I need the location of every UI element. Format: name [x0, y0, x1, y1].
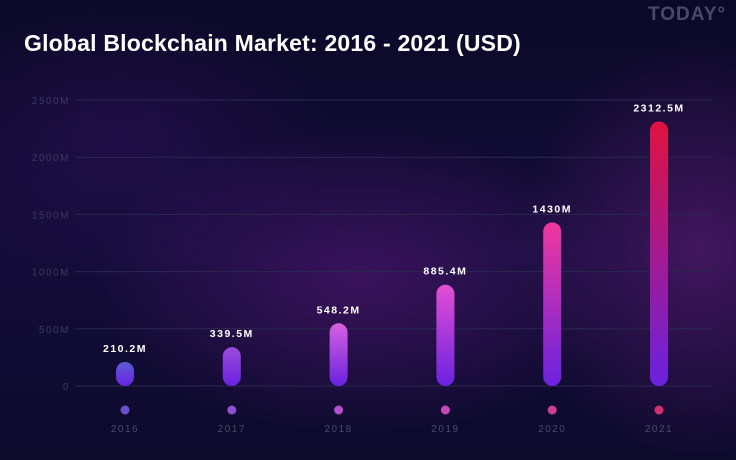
- y-tick-label: 1500M: [32, 210, 70, 221]
- x-tick-label-2017: 2017: [218, 424, 246, 435]
- y-tick-label: 2000M: [32, 153, 70, 164]
- bar-2017: [222, 347, 241, 386]
- x-tick-label-2019: 2019: [431, 424, 459, 435]
- x-tick-label-2021: 2021: [645, 424, 673, 435]
- y-tick-label: 1000M: [32, 268, 70, 279]
- y-tick-label: 500M: [39, 325, 70, 336]
- category-dot-2017: [227, 405, 237, 415]
- data-label-2021: 2312.5M: [633, 102, 684, 114]
- y-axis: 0 500M 1000M 1500M 2000M 2500M: [32, 96, 70, 393]
- x-tick-label-2020: 2020: [538, 424, 566, 435]
- category-dot-2020: [547, 405, 557, 415]
- category-dot-2018: [334, 405, 344, 415]
- bar-2020: [543, 222, 562, 386]
- data-label-2019: 885.4M: [423, 266, 467, 278]
- x-tick-label-2018: 2018: [324, 424, 352, 435]
- category-dot-2019: [440, 405, 450, 415]
- data-label-2016: 210.2M: [103, 343, 147, 355]
- category-dots: [120, 405, 664, 415]
- brand-logo: TODAY°: [647, 4, 726, 25]
- data-label-2017: 339.5M: [210, 328, 254, 340]
- data-label-2020: 1430M: [532, 203, 572, 215]
- bar-2018: [329, 323, 348, 386]
- category-dot-2021: [654, 405, 664, 415]
- data-label-2018: 548.2M: [317, 304, 361, 316]
- category-dot-2016: [120, 405, 130, 415]
- y-tick-label: 2500M: [32, 96, 70, 107]
- bars: [116, 121, 668, 386]
- x-axis: 2016 2017 2018 2019 2020 2021: [111, 424, 673, 435]
- data-labels: 210.2M 339.5M 548.2M 885.4M 1430M 2312.5M: [103, 102, 684, 355]
- bar-2019: [436, 284, 455, 386]
- y-tick-label: 0: [63, 382, 70, 393]
- gridlines: [75, 99, 712, 387]
- bar-2016: [116, 361, 134, 386]
- bar-2021: [650, 121, 668, 386]
- page-title: Global Blockchain Market: 2016 - 2021 (U…: [24, 30, 521, 56]
- x-tick-label-2016: 2016: [111, 424, 139, 435]
